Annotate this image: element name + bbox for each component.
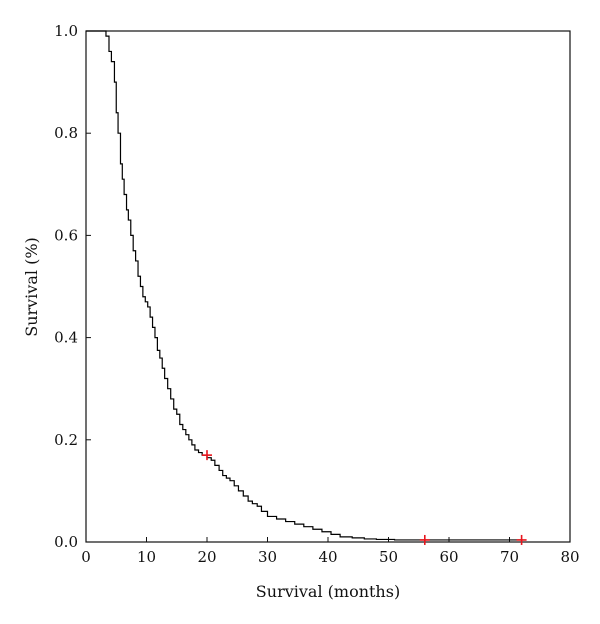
y-tick-label: 1.0 <box>54 22 78 40</box>
censor-mark <box>516 534 527 545</box>
x-tick-label: 40 <box>318 548 337 566</box>
x-axis-title: Survival (months) <box>256 582 400 601</box>
censor-mark <box>419 534 430 545</box>
y-axis-title: Survival (%) <box>22 237 41 337</box>
x-tick-label: 0 <box>81 548 91 566</box>
x-tick-label: 20 <box>197 548 216 566</box>
plot-frame <box>85 30 571 543</box>
y-tick-label: 0.6 <box>54 226 78 244</box>
x-tick-label: 70 <box>500 548 519 566</box>
x-tick-label: 80 <box>560 548 579 566</box>
censor-mark <box>202 450 212 461</box>
y-tick-label: 0.2 <box>54 431 78 449</box>
y-tick-label: 0.4 <box>54 329 78 347</box>
censor-marks <box>202 450 527 545</box>
x-tick-label: 60 <box>439 548 458 566</box>
x-tick-label: 10 <box>137 548 156 566</box>
x-axis-ticks: 0 10 20 30 40 50 60 70 80 <box>81 537 580 566</box>
x-tick-label: 30 <box>258 548 277 566</box>
x-tick-label: 50 <box>379 548 398 566</box>
y-tick-label: 0.8 <box>54 124 78 142</box>
y-tick-label: 0.0 <box>54 533 78 551</box>
survival-curve-line <box>86 30 522 541</box>
